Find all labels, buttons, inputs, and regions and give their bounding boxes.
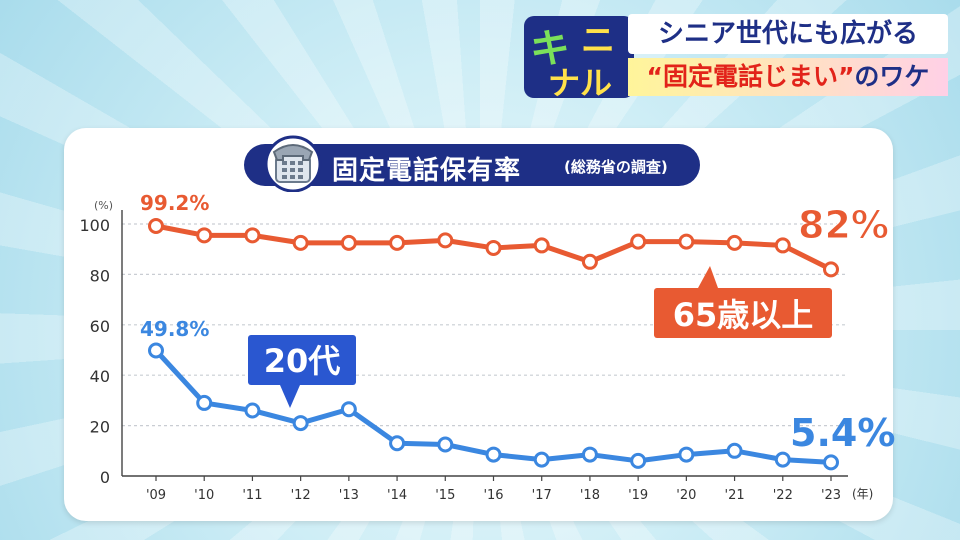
y-tick-label: 100 bbox=[79, 216, 110, 235]
start-value-label: 99.2% bbox=[140, 191, 209, 215]
x-tick-label: '16 bbox=[483, 488, 503, 503]
data-point bbox=[340, 401, 357, 418]
data-point bbox=[437, 436, 454, 453]
x-tick-label: '13 bbox=[339, 488, 359, 503]
brand-logo: キ ニ ナル bbox=[524, 16, 634, 102]
data-point bbox=[581, 446, 598, 463]
y-tick-label: 40 bbox=[90, 367, 110, 386]
series-callout-pointer bbox=[698, 266, 718, 288]
x-tick-label: '20 bbox=[676, 488, 696, 503]
data-point bbox=[533, 237, 550, 254]
data-point bbox=[823, 454, 839, 471]
x-tick-label: '23 bbox=[821, 488, 841, 503]
x-tick-label: '19 bbox=[628, 488, 648, 503]
data-point bbox=[292, 234, 309, 251]
headline-quoted: “固定電話じまい” bbox=[646, 62, 855, 91]
data-point bbox=[389, 234, 406, 251]
data-point bbox=[148, 218, 164, 235]
data-point bbox=[485, 446, 502, 463]
data-point bbox=[196, 394, 213, 411]
data-point bbox=[437, 232, 454, 249]
data-point bbox=[292, 415, 309, 432]
headline-rest: のワケ bbox=[854, 62, 930, 91]
x-tick-label: '12 bbox=[291, 488, 311, 503]
series-callout-box bbox=[248, 335, 356, 385]
x-tick-label: '22 bbox=[773, 488, 793, 503]
headline-line-2: “固定電話じまい”のワケ bbox=[628, 58, 948, 96]
start-value-label: 49.8% bbox=[140, 317, 209, 341]
data-point bbox=[340, 234, 357, 251]
chart-title: 固定電話保有率 bbox=[332, 156, 522, 186]
y-tick-label: 80 bbox=[90, 266, 110, 285]
brand-char-bottom: ナル bbox=[548, 64, 612, 102]
series-name-label: 20代 bbox=[264, 342, 341, 380]
data-point bbox=[774, 237, 791, 254]
y-tick-label: 0 bbox=[100, 468, 110, 487]
brand-char-top: キ bbox=[530, 26, 570, 72]
x-tick-label: '17 bbox=[532, 488, 552, 503]
telephone-icon bbox=[264, 135, 322, 192]
x-tick-label: '11 bbox=[242, 488, 262, 503]
x-tick-label: '15 bbox=[435, 488, 455, 503]
data-point bbox=[630, 452, 647, 469]
chart-source-note: (総務省の調査) bbox=[564, 158, 668, 176]
data-point bbox=[630, 233, 647, 250]
x-axis-unit: (年) bbox=[852, 487, 873, 501]
end-value-label: 82% bbox=[798, 203, 889, 247]
series-name-label: 65歳以上 bbox=[673, 296, 814, 334]
data-point bbox=[533, 451, 550, 468]
end-value-label: 5.4% bbox=[790, 411, 895, 455]
data-point bbox=[244, 402, 261, 419]
series-callout-box bbox=[654, 288, 832, 338]
data-point bbox=[581, 253, 598, 270]
headline-line-1: シニア世代にも広がる bbox=[628, 14, 948, 54]
data-point bbox=[244, 227, 261, 244]
y-tick-label: 60 bbox=[90, 317, 110, 336]
data-point bbox=[389, 435, 406, 452]
x-tick-label: '18 bbox=[580, 488, 600, 503]
x-tick-label: '09 bbox=[146, 488, 166, 503]
brand-char-mid: ニ bbox=[581, 21, 615, 61]
x-tick-label: '14 bbox=[387, 488, 407, 503]
data-point bbox=[678, 446, 695, 463]
data-point bbox=[726, 234, 743, 251]
series-callout-pointer bbox=[280, 385, 300, 408]
data-point bbox=[485, 239, 502, 256]
data-point bbox=[196, 227, 213, 244]
data-point bbox=[678, 233, 695, 250]
data-point bbox=[774, 451, 791, 468]
data-point bbox=[726, 442, 743, 459]
y-axis-unit: (%) bbox=[94, 199, 113, 212]
x-tick-label: '21 bbox=[725, 488, 745, 503]
data-point bbox=[823, 261, 839, 278]
x-tick-label: '10 bbox=[194, 488, 214, 503]
data-point bbox=[148, 342, 164, 359]
y-tick-label: 20 bbox=[90, 418, 110, 437]
